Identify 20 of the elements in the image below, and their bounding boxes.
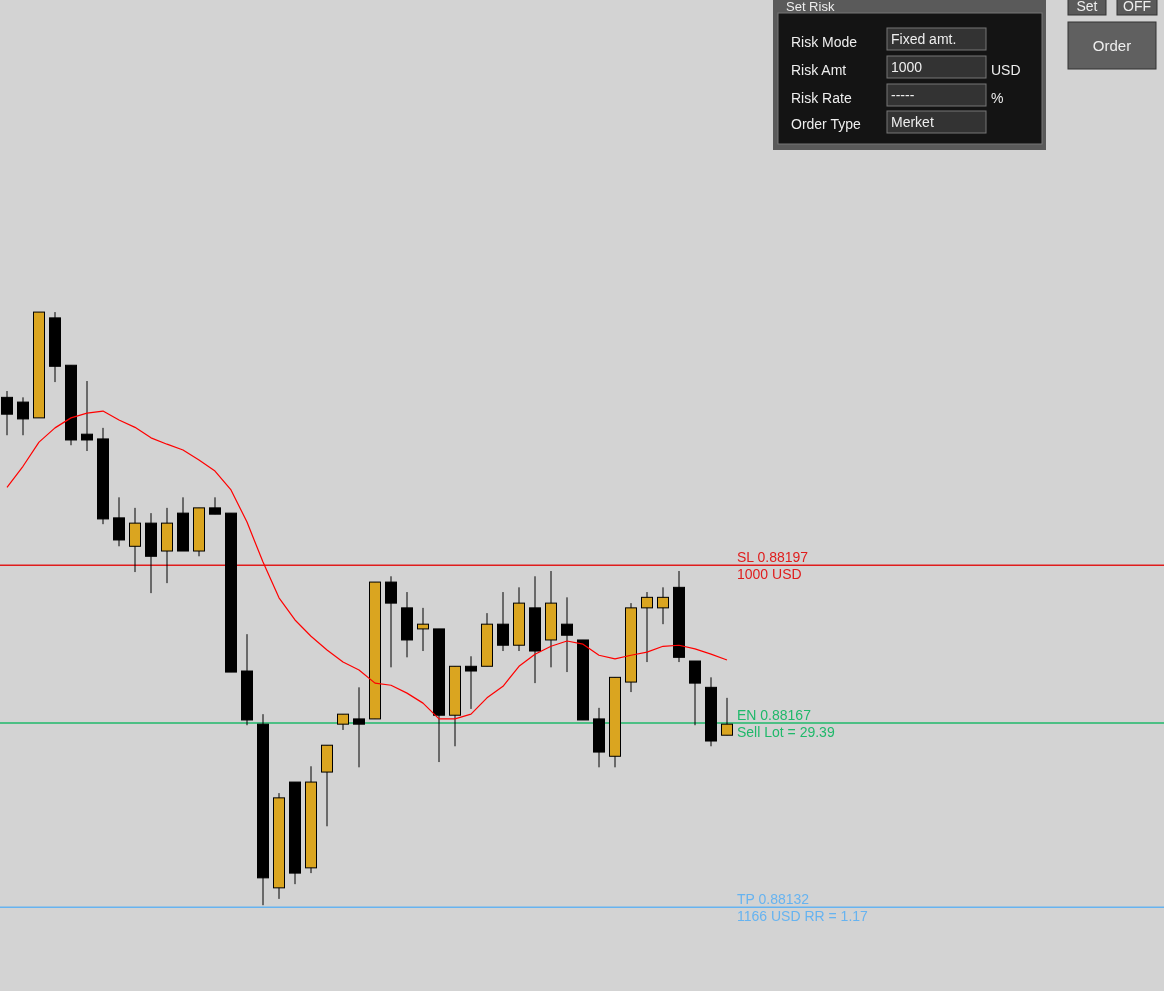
candlestick	[417, 607, 429, 652]
candlestick	[561, 596, 573, 673]
candlestick	[81, 380, 93, 452]
candlestick	[209, 496, 221, 515]
candlestick	[113, 496, 125, 547]
candlestick	[129, 507, 141, 573]
candlestick	[641, 591, 653, 663]
candlestick	[17, 396, 29, 436]
ref-line-label: EN 0.88167 Sell Lot = 29.39	[737, 707, 835, 741]
candlestick	[353, 686, 365, 768]
candlestick	[689, 660, 701, 726]
ref-line-label: SL 0.88197 1000 USD	[737, 549, 809, 583]
risk-panel: Set Risk Risk Mode Fixed amt. Risk Amt 1000 USD Risk Rate ----- % Order Type Merket Set OFF Order	[773, 0, 1158, 150]
candlestick	[657, 586, 669, 625]
candlestick	[385, 575, 397, 668]
ref-line-label: TP 0.88132 1166 USD RR = 1.17	[737, 891, 869, 925]
candlestick	[465, 655, 477, 710]
candlestick	[1, 390, 13, 436]
candlestick	[721, 697, 733, 736]
candlestick	[497, 591, 509, 652]
